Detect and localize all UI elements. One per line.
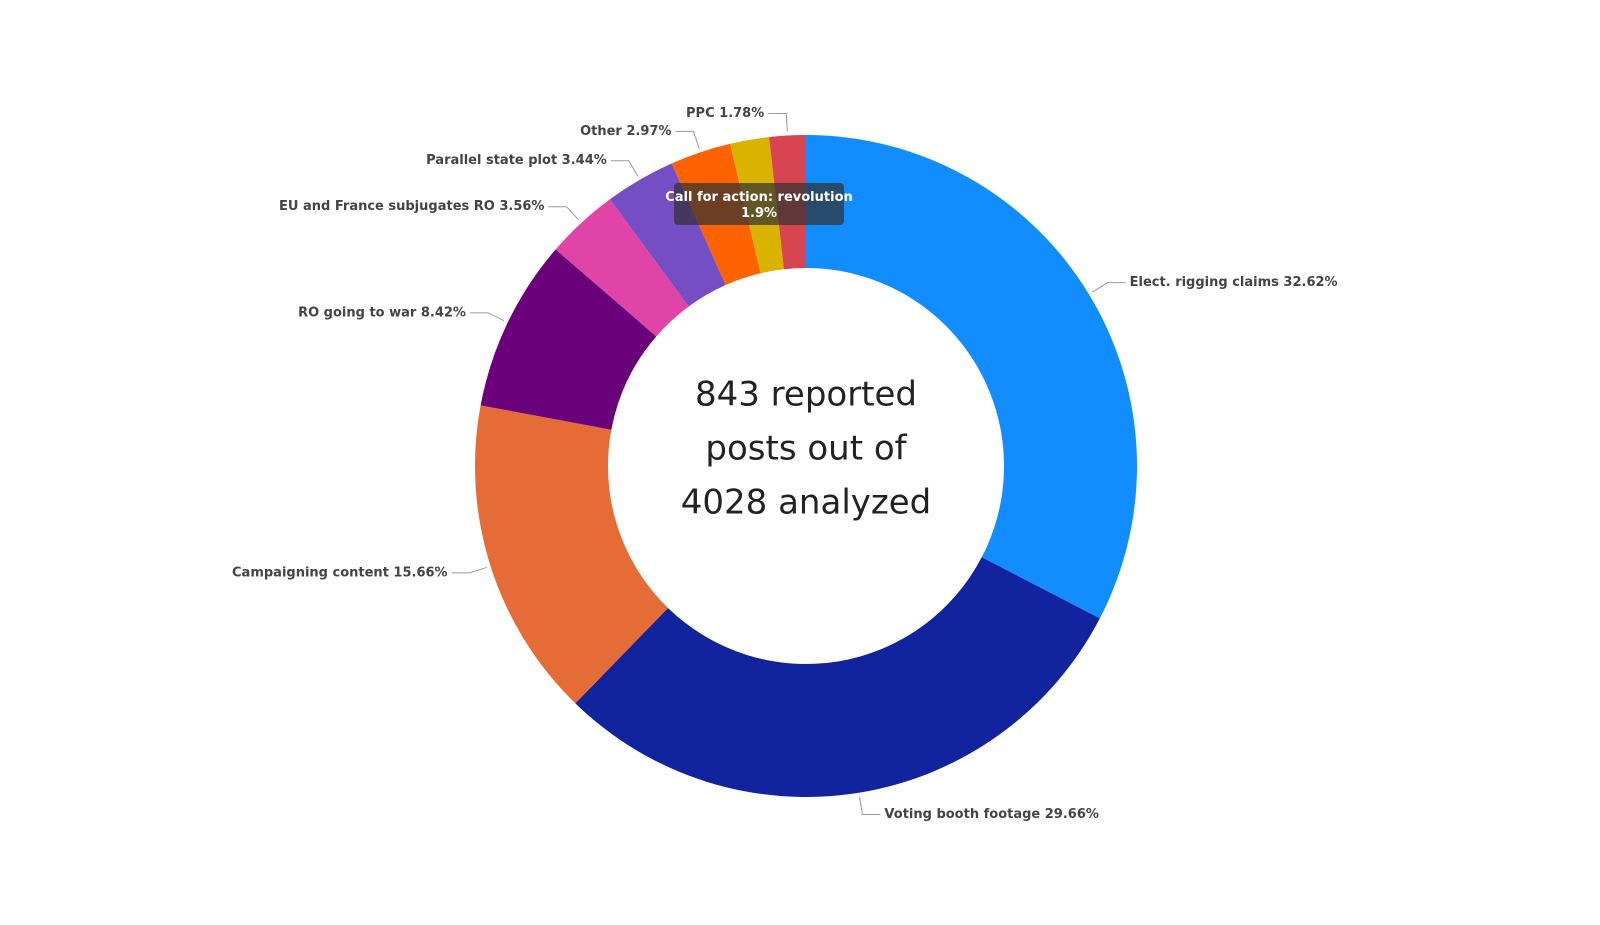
tooltip-value: 1.9% (741, 206, 777, 221)
label-eu-and-france-subjugates-ro: EU and France subjugates RO 3.56% (279, 199, 544, 214)
center-line-3: 4028 analyzed (681, 483, 931, 523)
tooltip-title: Call for action: revolution (665, 190, 853, 205)
leader-line-ro-going-to-war (469, 312, 505, 322)
label-voting-booth-footage: Voting booth footage 29.66% (884, 807, 1099, 822)
slice-ro-going-to-war[interactable] (480, 249, 657, 430)
leader-line-elect-rigging-claims (1092, 282, 1126, 293)
slice-campaigning-content[interactable] (475, 405, 668, 704)
leader-line-other (675, 130, 700, 149)
leader-line-ppc (768, 113, 788, 132)
label-ppc: PPC 1.78% (686, 106, 764, 121)
leader-line-parallel-state-plot (610, 160, 639, 177)
center-line-2: posts out of (705, 429, 907, 469)
label-parallel-state-plot: Parallel state plot 3.44% (426, 153, 607, 168)
slice-voting-booth-footage[interactable] (575, 557, 1100, 797)
label-elect-rigging-claims: Elect. rigging claims 32.62% (1130, 275, 1338, 290)
leader-line-campaigning-content (451, 566, 487, 574)
slice-elect-rigging-claims[interactable] (806, 135, 1137, 619)
slice-eu-and-france-subjugates-ro[interactable] (555, 199, 689, 337)
labels-layer: Elect. rigging claims 32.62% Voting booth… (232, 106, 1338, 822)
slice-parallel-state-plot[interactable] (609, 163, 726, 307)
label-other: Other 2.97% (580, 124, 671, 139)
slices-layer (475, 135, 1137, 797)
label-campaigning-content: Campaigning content 15.66% (232, 565, 448, 580)
leader-line-eu-and-france-subjugates-ro (548, 206, 580, 221)
tooltip: Call for action: revolution 1.9% (665, 183, 853, 225)
leader-line-voting-booth-footage (859, 796, 881, 815)
leader-lines-layer (451, 113, 1126, 815)
tooltip-box (674, 183, 844, 225)
label-ro-going-to-war: RO going to war 8.42% (298, 305, 466, 320)
center-line-1: 843 reported (695, 375, 917, 415)
